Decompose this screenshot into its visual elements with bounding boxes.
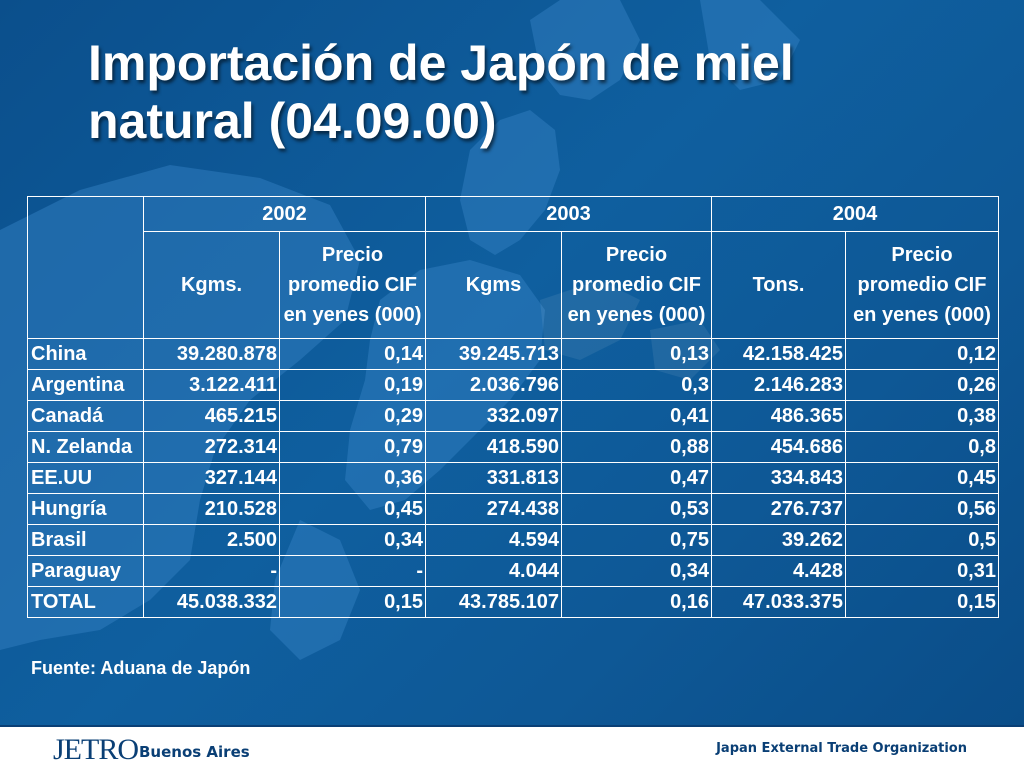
year-2003-header: 2003 — [425, 196, 712, 232]
value-cell: 0,15 — [279, 586, 426, 618]
year-2004-header: 2004 — [711, 196, 999, 232]
jetro-logo: JETRO — [53, 733, 139, 766]
slide-title: Importación de Japón de miel natural (04… — [88, 34, 988, 150]
subheader-kgms-2002: Kgms. — [143, 231, 280, 339]
value-cell: 42.158.425 — [711, 338, 846, 370]
value-cell: 0,47 — [561, 462, 712, 494]
value-cell: 39.280.878 — [143, 338, 280, 370]
source-note: Fuente: Aduana de Japón — [31, 658, 251, 678]
value-cell: 0,3 — [561, 369, 712, 401]
year-header-row: 2002 2003 2004 — [27, 196, 999, 339]
value-cell: 454.686 — [711, 431, 846, 463]
value-cell: 0,45 — [845, 462, 999, 494]
table-row: Paraguay - - 4.044 0,34 4.428 0,31 — [27, 555, 999, 587]
title-line-2: natural (04.09.00) — [88, 93, 497, 149]
subheader-price-2004: Precio promedio CIF en yenes (000) — [845, 231, 999, 339]
value-cell: 418.590 — [425, 431, 562, 463]
value-cell: 332.097 — [425, 400, 562, 432]
value-cell: 0,8 — [845, 431, 999, 463]
value-cell: 0,53 — [561, 493, 712, 525]
country-cell: Brasil — [27, 524, 144, 556]
country-cell: EE.UU — [27, 462, 144, 494]
value-cell: 0,88 — [561, 431, 712, 463]
table-row: Canadá 465.215 0,29 332.097 0,41 486.365… — [27, 400, 999, 432]
logo-subtitle: Buenos Aires — [139, 743, 250, 761]
value-cell: 331.813 — [425, 462, 562, 494]
value-cell: 47.033.375 — [711, 586, 846, 618]
value-cell: 0,38 — [845, 400, 999, 432]
value-cell: 0,36 — [279, 462, 426, 494]
value-cell: 39.245.713 — [425, 338, 562, 370]
value-cell: 0,16 — [561, 586, 712, 618]
title-line-1: Importación de Japón de miel — [88, 35, 794, 91]
value-cell: 4.594 — [425, 524, 562, 556]
table-row: N. Zelanda 272.314 0,79 418.590 0,88 454… — [27, 431, 999, 463]
value-cell: 0,26 — [845, 369, 999, 401]
subheader-price-2002: Precio promedio CIF en yenes (000) — [279, 231, 426, 339]
value-cell: 2.500 — [143, 524, 280, 556]
value-cell: 0,29 — [279, 400, 426, 432]
honey-import-table: 2002 2003 2004 Kgms. Precio promedio CIF… — [27, 196, 999, 618]
total-row: TOTAL 45.038.332 0,15 43.785.107 0,16 47… — [27, 586, 999, 618]
value-cell: 272.314 — [143, 431, 280, 463]
table-row: China 39.280.878 0,14 39.245.713 0,13 42… — [27, 338, 999, 370]
value-cell: 0,14 — [279, 338, 426, 370]
value-cell: 4.044 — [425, 555, 562, 587]
value-cell: 0,34 — [561, 555, 712, 587]
country-cell: Paraguay — [27, 555, 144, 587]
value-cell: 0,45 — [279, 493, 426, 525]
value-cell: 0,15 — [845, 586, 999, 618]
country-cell: N. Zelanda — [27, 431, 144, 463]
value-cell: 0,56 — [845, 493, 999, 525]
organization-name: Japan External Trade Organization — [716, 741, 967, 756]
value-cell: 334.843 — [711, 462, 846, 494]
country-cell: Canadá — [27, 400, 144, 432]
value-cell: 274.438 — [425, 493, 562, 525]
table-row: Brasil 2.500 0,34 4.594 0,75 39.262 0,5 — [27, 524, 999, 556]
slide-footer: JETRO Buenos Aires Japan External Trade … — [0, 725, 1024, 770]
subheader-kgms-2003: Kgms — [425, 231, 562, 339]
value-cell: 465.215 — [143, 400, 280, 432]
value-cell: 2.036.796 — [425, 369, 562, 401]
subheader-row: Kgms. Precio promedio CIF en yenes (000)… — [28, 231, 999, 339]
value-cell: 0,34 — [279, 524, 426, 556]
table-row: Argentina 3.122.411 0,19 2.036.796 0,3 2… — [27, 369, 999, 401]
value-cell: 276.737 — [711, 493, 846, 525]
value-cell: - — [143, 555, 280, 587]
value-cell: 0,13 — [561, 338, 712, 370]
value-cell: 4.428 — [711, 555, 846, 587]
value-cell: 43.785.107 — [425, 586, 562, 618]
year-2002-header: 2002 — [143, 196, 426, 232]
value-cell: 0,5 — [845, 524, 999, 556]
value-cell: 327.144 — [143, 462, 280, 494]
value-cell: 0,75 — [561, 524, 712, 556]
subheader-price-2003: Precio promedio CIF en yenes (000) — [561, 231, 712, 339]
value-cell: 3.122.411 — [143, 369, 280, 401]
table-row: EE.UU 327.144 0,36 331.813 0,47 334.843 … — [27, 462, 999, 494]
country-cell: Hungría — [27, 493, 144, 525]
country-cell: China — [27, 338, 144, 370]
table-row: Hungría 210.528 0,45 274.438 0,53 276.73… — [27, 493, 999, 525]
country-cell: Argentina — [27, 369, 144, 401]
subheader-tons-2004: Tons. — [711, 231, 846, 339]
value-cell: 2.146.283 — [711, 369, 846, 401]
value-cell: 0,79 — [279, 431, 426, 463]
value-cell: 39.262 — [711, 524, 846, 556]
value-cell: 0,41 — [561, 400, 712, 432]
value-cell: 486.365 — [711, 400, 846, 432]
value-cell: 0,19 — [279, 369, 426, 401]
value-cell: - — [279, 555, 426, 587]
corner-cell — [27, 196, 144, 339]
country-cell: TOTAL — [27, 586, 144, 618]
value-cell: 0,12 — [845, 338, 999, 370]
value-cell: 45.038.332 — [143, 586, 280, 618]
value-cell: 0,31 — [845, 555, 999, 587]
value-cell: 210.528 — [143, 493, 280, 525]
